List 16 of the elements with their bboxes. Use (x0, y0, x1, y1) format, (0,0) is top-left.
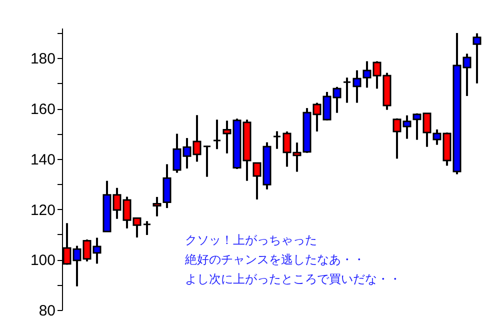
candlestick (342, 76, 352, 104)
annotation: よし次に上がったところで買いだな・・ (185, 272, 401, 286)
y-tick-label: 140 (30, 151, 56, 168)
candlestick (142, 220, 152, 236)
y-tick-label: 120 (30, 202, 56, 219)
candlestick (202, 144, 212, 178)
y-tick-label: 80 (38, 302, 56, 320)
y-tick-label: 160 (30, 101, 56, 118)
y-tick-label: 100 (30, 252, 56, 270)
candlestick (272, 130, 282, 150)
candlestick (212, 118, 222, 150)
candlestick (472, 32, 482, 84)
annotation: クソッ！上がっちゃった (185, 233, 317, 247)
candlestick (152, 196, 162, 218)
annotation: 絶好のチャンスを逃したなあ・・ (184, 252, 365, 266)
y-tick-label: 180 (30, 50, 56, 68)
